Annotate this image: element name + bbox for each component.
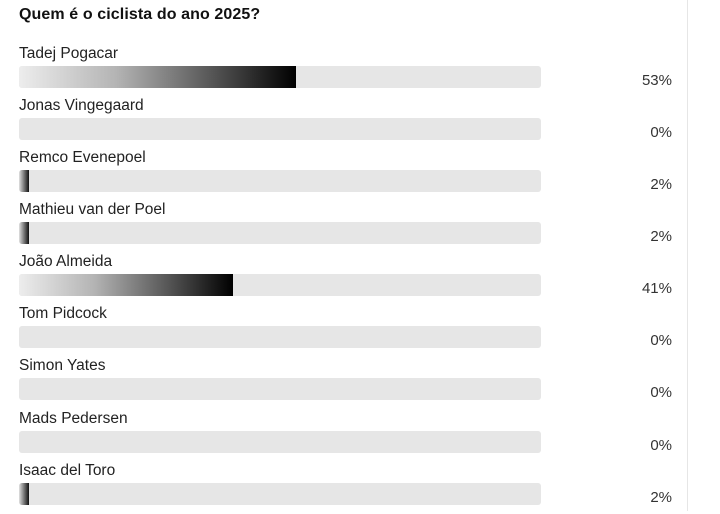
option-percent: 0% xyxy=(650,384,672,401)
result-bar-track xyxy=(19,483,541,505)
option-percent: 2% xyxy=(650,489,672,506)
result-bar-fill xyxy=(19,222,30,244)
result-bar-track xyxy=(19,66,541,88)
result-bar-track xyxy=(19,431,541,453)
result-bar-track xyxy=(19,170,541,192)
option-percent: 41% xyxy=(641,280,672,297)
poll-option-pedersen[interactable]: Mads Pedersen 0% xyxy=(0,410,688,462)
option-percent: 0% xyxy=(650,332,672,349)
poll-option-pidcock[interactable]: Tom Pidcock 0% xyxy=(0,305,688,357)
result-bar-track xyxy=(19,222,541,244)
option-percent: 0% xyxy=(650,124,672,141)
poll-option-evenepoel[interactable]: Remco Evenepoel 2% xyxy=(0,149,688,201)
option-percent: 53% xyxy=(641,72,672,89)
poll-option-pogacar[interactable]: Tadej Pogacar 53% xyxy=(0,45,688,97)
result-bar-track xyxy=(19,118,541,140)
result-bar-fill xyxy=(19,274,234,296)
option-percent: 2% xyxy=(650,228,672,245)
option-label: Tadej Pogacar xyxy=(19,45,119,62)
option-label: Remco Evenepoel xyxy=(19,149,146,166)
poll-question: Quem é o ciclista do ano 2025? xyxy=(19,6,261,23)
option-label: Mathieu van der Poel xyxy=(19,201,166,218)
poll-option-van-der-poel[interactable]: Mathieu van der Poel 2% xyxy=(0,201,688,253)
option-label: Simon Yates xyxy=(19,357,106,374)
result-bar-track xyxy=(19,274,541,296)
option-label: Isaac del Toro xyxy=(19,462,116,479)
result-bar-fill xyxy=(19,66,296,88)
option-label: João Almeida xyxy=(19,253,113,270)
poll-widget: Quem é o ciclista do ano 2025? Tadej Pog… xyxy=(0,0,688,514)
result-bar-fill xyxy=(19,170,30,192)
result-bar-track xyxy=(19,378,541,400)
option-label: Jonas Vingegaard xyxy=(19,97,144,114)
option-percent: 2% xyxy=(650,176,672,193)
result-bar-track xyxy=(19,326,541,348)
poll-option-vingegaard[interactable]: Jonas Vingegaard 0% xyxy=(0,97,688,149)
poll-option-del-toro[interactable]: Isaac del Toro 2% xyxy=(0,462,688,514)
result-bar-fill xyxy=(19,483,30,505)
option-label: Tom Pidcock xyxy=(19,305,107,322)
poll-option-almeida[interactable]: João Almeida 41% xyxy=(0,253,688,305)
poll-option-yates[interactable]: Simon Yates 0% xyxy=(0,357,688,409)
option-percent: 0% xyxy=(650,437,672,454)
option-label: Mads Pedersen xyxy=(19,410,128,427)
